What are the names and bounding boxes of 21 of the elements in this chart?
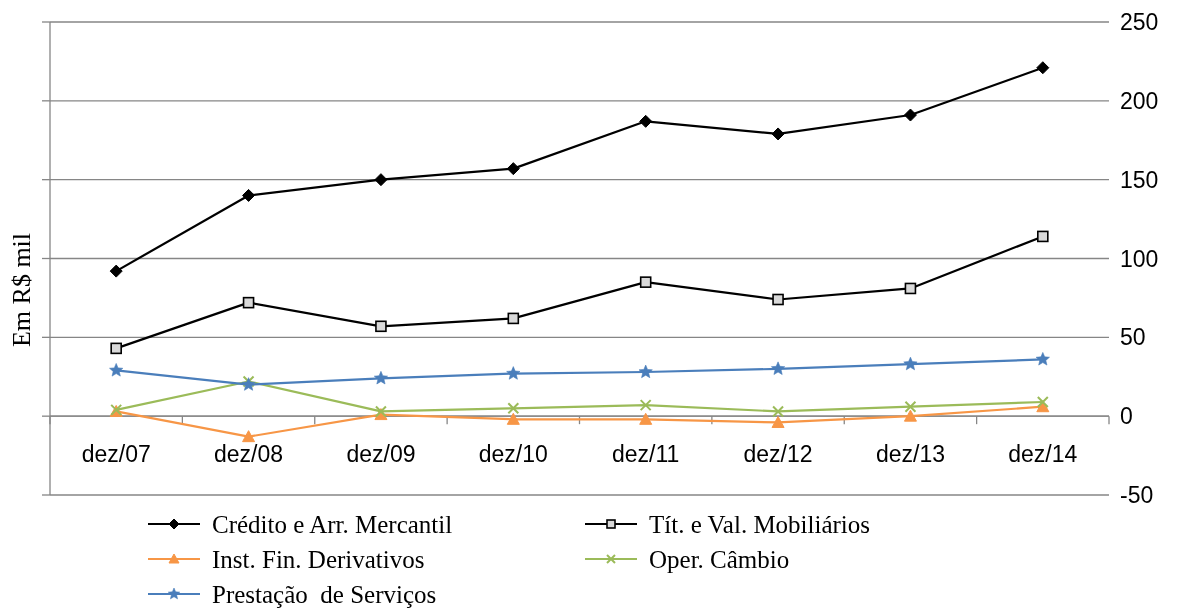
y-tick-label: 100 (1120, 245, 1159, 272)
legend-label: Prestação de Serviços (212, 581, 437, 608)
y-tick-label: 200 (1120, 87, 1159, 114)
x-tick-label: dez/10 (478, 441, 548, 468)
y-tick-label: 0 (1120, 403, 1133, 430)
y-tick-label: 250 (1120, 9, 1159, 35)
legend-label: Inst. Fin. Derivativos (212, 546, 425, 573)
legend-label: Crédito e Arr. Mercantil (212, 511, 453, 538)
x-tick-label: dez/07 (81, 441, 151, 468)
y-tick-label: 150 (1120, 166, 1159, 193)
x-tick-label: dez/14 (1008, 441, 1078, 468)
y-tick-label: -50 (1120, 482, 1154, 508)
legend-label: Oper. Câmbio (649, 546, 790, 573)
x-tick-label: dez/08 (214, 441, 284, 468)
x-tick-label: dez/12 (743, 441, 813, 468)
y-axis-title: Em R$ mil (7, 232, 36, 348)
y-tick-label: 50 (1120, 324, 1146, 351)
legend-label: Tít. e Val. Mobiliários (649, 511, 871, 538)
x-tick-label: dez/13 (875, 441, 945, 468)
x-tick-label: dez/09 (346, 441, 416, 468)
x-tick-label: dez/11 (612, 441, 680, 468)
